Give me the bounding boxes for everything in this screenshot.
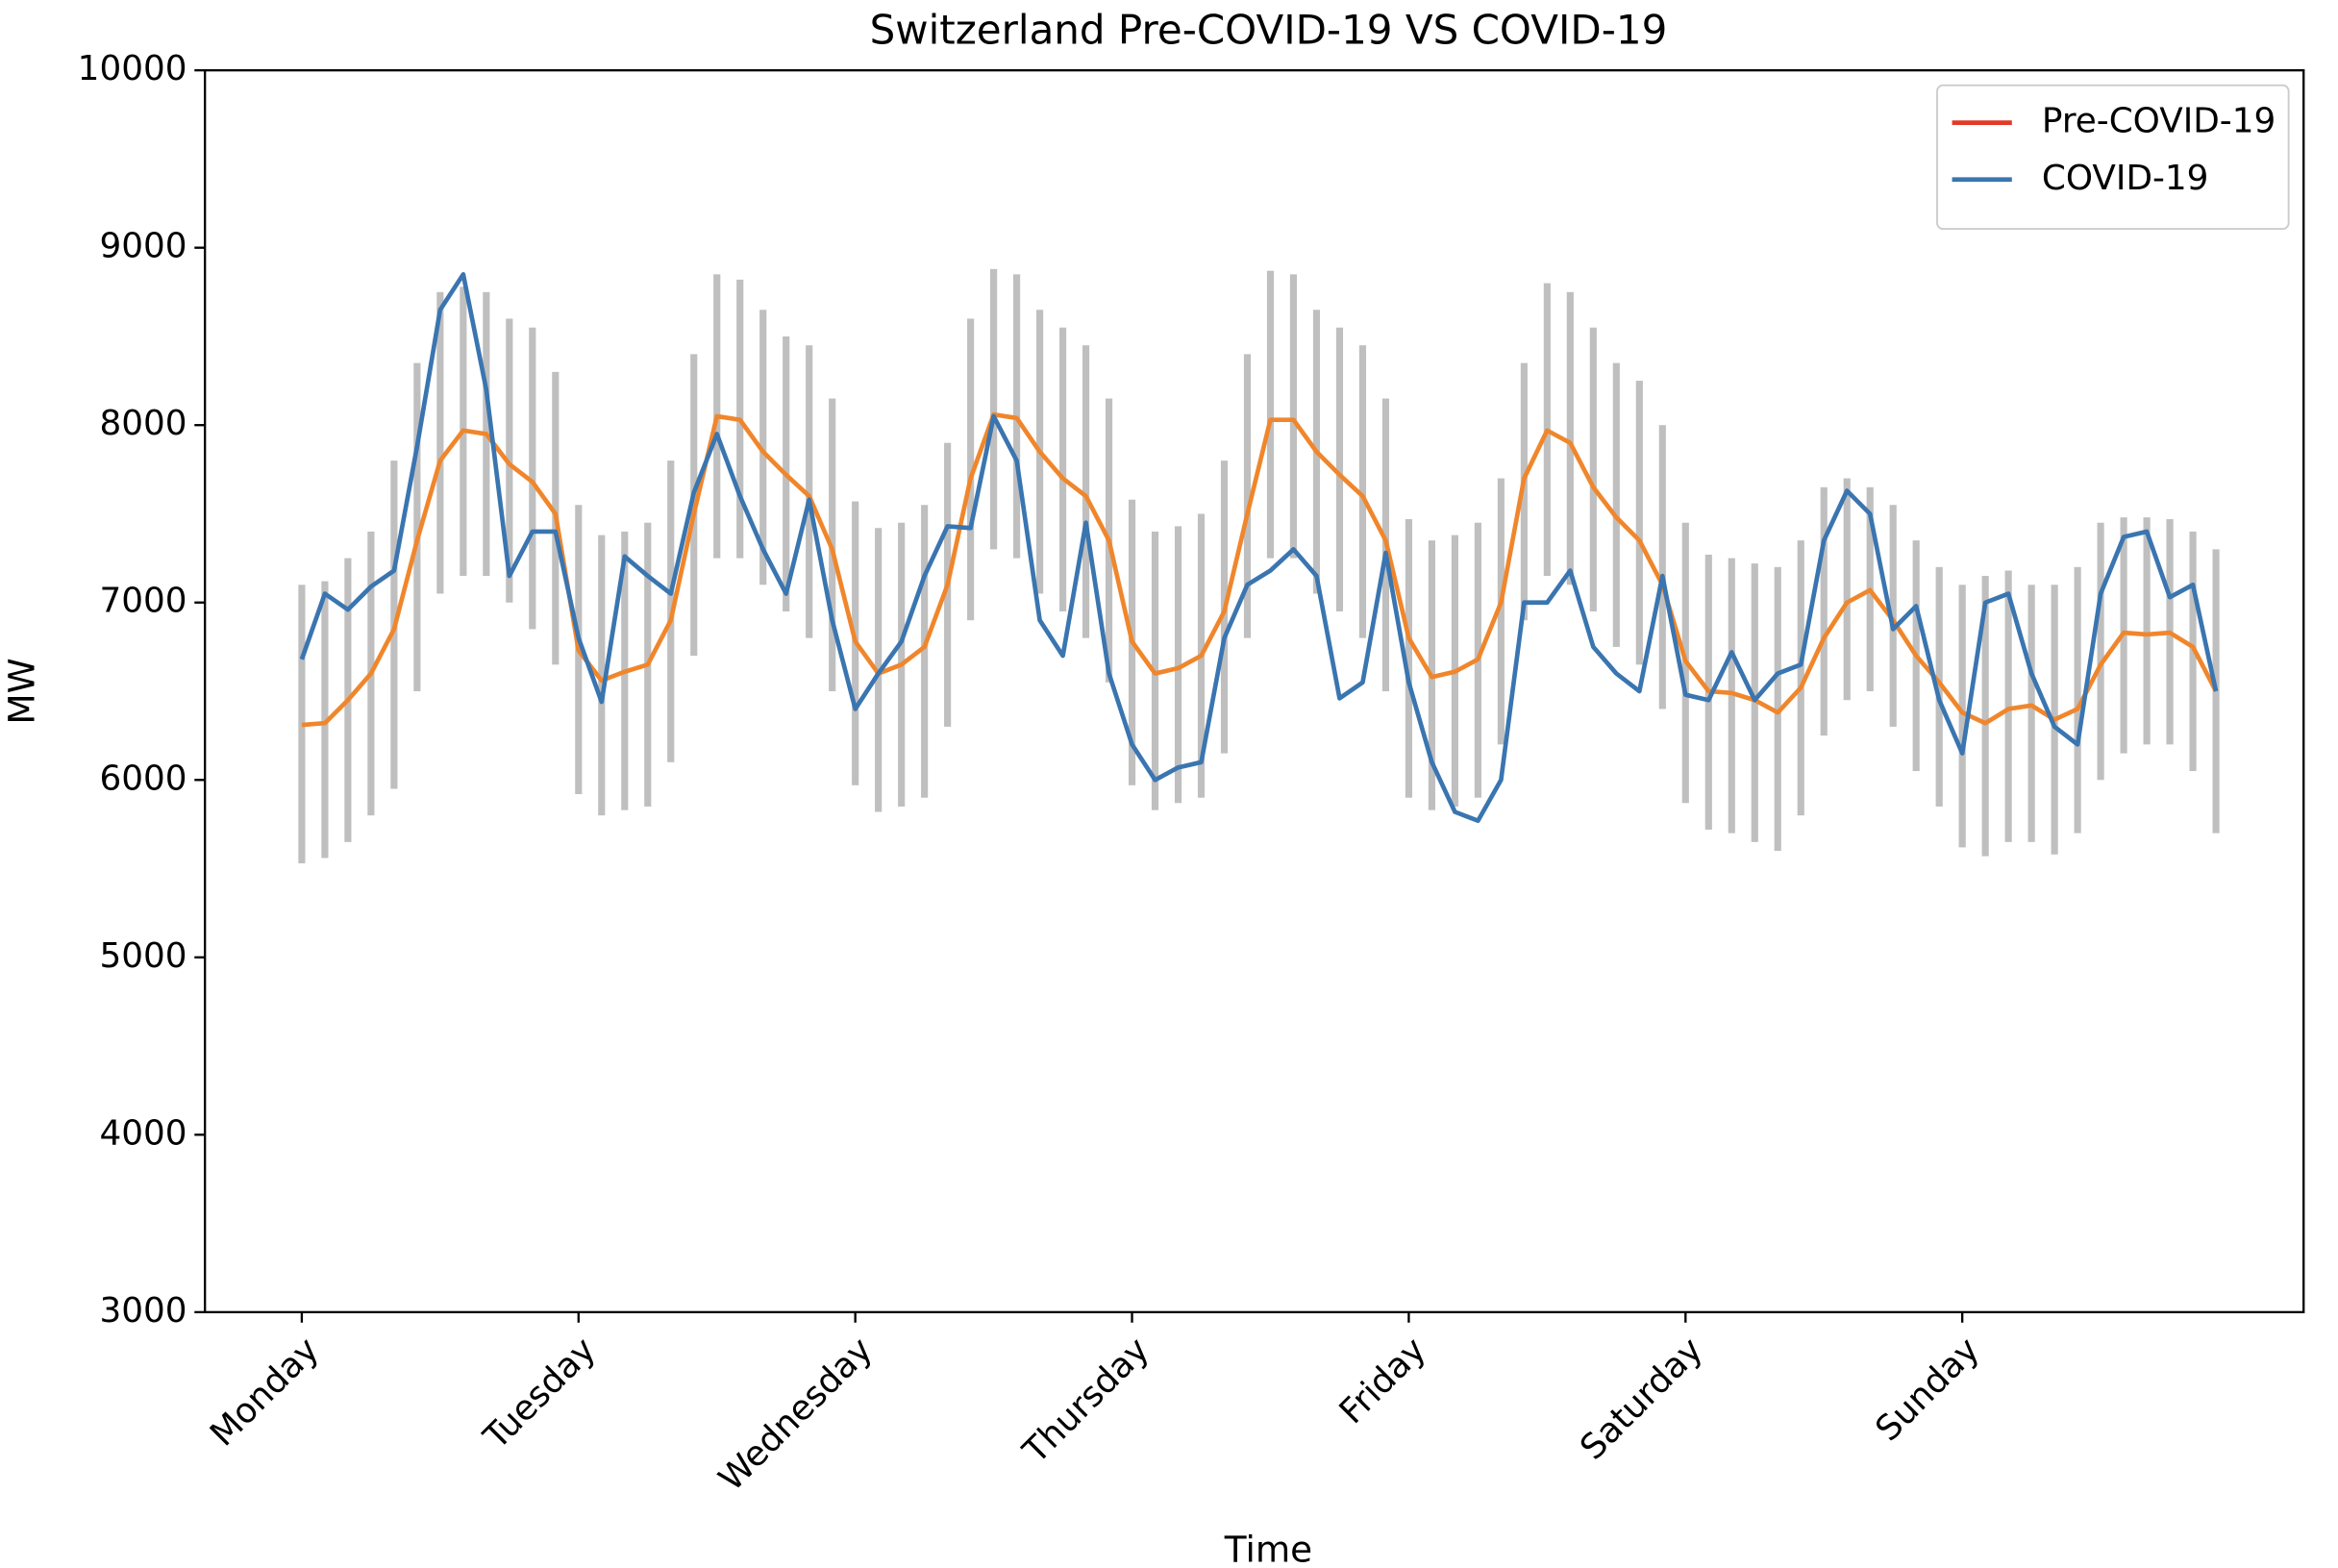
range-bar — [2027, 585, 2035, 842]
y-tick-label: 9000 — [99, 227, 187, 266]
range-bar — [2074, 566, 2081, 834]
range-bar — [806, 345, 813, 638]
x-tick-label: Thursday — [1015, 1331, 1157, 1472]
range-bar — [2097, 522, 2104, 781]
chart-title: Switzerland Pre-COVID-19 VS COVID-19 — [870, 7, 1668, 54]
range-bar — [1774, 566, 1781, 852]
range-bar — [1843, 478, 1851, 701]
y-tick-label: 5000 — [99, 936, 187, 976]
range-bar — [1935, 566, 1943, 807]
y-tick-label: 4000 — [99, 1113, 187, 1153]
range-bar — [1589, 327, 1597, 611]
range-bar — [1658, 425, 1666, 709]
range-bar — [1520, 362, 1528, 621]
y-axis-label: MW — [0, 658, 42, 724]
range-bar — [1289, 274, 1298, 559]
y-tick-label: 7000 — [99, 582, 187, 621]
range-bar — [967, 318, 975, 621]
range-bar — [1981, 576, 1989, 857]
legend-label: Pre-COVID-19 — [2042, 102, 2276, 141]
range-bar — [1266, 270, 1275, 559]
x-tick-label: Monday — [203, 1331, 327, 1455]
range-bar — [2143, 517, 2151, 745]
range-bar — [921, 505, 929, 798]
range-bar — [1058, 327, 1067, 611]
legend-box — [1936, 84, 2290, 231]
y-tick-label: 8000 — [99, 404, 187, 443]
range-bar — [1612, 362, 1620, 647]
range-bar — [1335, 327, 1344, 611]
range-bar — [990, 268, 998, 550]
x-tick-label: Saturday — [1573, 1331, 1710, 1468]
y-tick-label: 3000 — [99, 1291, 187, 1331]
range-bar — [1751, 563, 1758, 842]
legend-label: COVID-19 — [2042, 159, 2209, 198]
range-bar — [1405, 519, 1412, 798]
range-bar — [1497, 478, 1505, 745]
range-bar — [1566, 291, 1574, 585]
range-bar — [413, 362, 421, 692]
range-bar — [1889, 505, 1897, 727]
range-bar — [1358, 345, 1367, 638]
range-bar — [1958, 585, 1966, 848]
range-bar — [759, 310, 767, 585]
x-tick-label: Wednesday — [711, 1331, 880, 1500]
range-bar — [1082, 345, 1090, 638]
range-bar — [529, 327, 536, 630]
series-line — [301, 411, 2219, 728]
y-tick-label: 10000 — [78, 49, 187, 88]
x-tick-label: Tuesday — [476, 1331, 604, 1458]
plot-frame — [204, 68, 2305, 1314]
range-bar — [321, 581, 329, 859]
range-bar — [1635, 381, 1643, 665]
range-bar — [1728, 558, 1735, 834]
range-bar — [2004, 570, 2012, 842]
range-bar — [1174, 526, 1182, 804]
range-bar — [436, 291, 444, 594]
range-bar — [598, 535, 606, 816]
range-bar — [1797, 540, 1804, 816]
x-tick-label: Friday — [1332, 1331, 1434, 1432]
series-line — [299, 272, 2219, 824]
x-tick-label: Sunday — [1868, 1331, 1987, 1450]
range-bar — [1820, 486, 1828, 736]
y-tick-label: 6000 — [99, 759, 187, 798]
range-bar — [1243, 354, 1252, 638]
x-axis-label: Time — [1224, 1528, 1312, 1568]
